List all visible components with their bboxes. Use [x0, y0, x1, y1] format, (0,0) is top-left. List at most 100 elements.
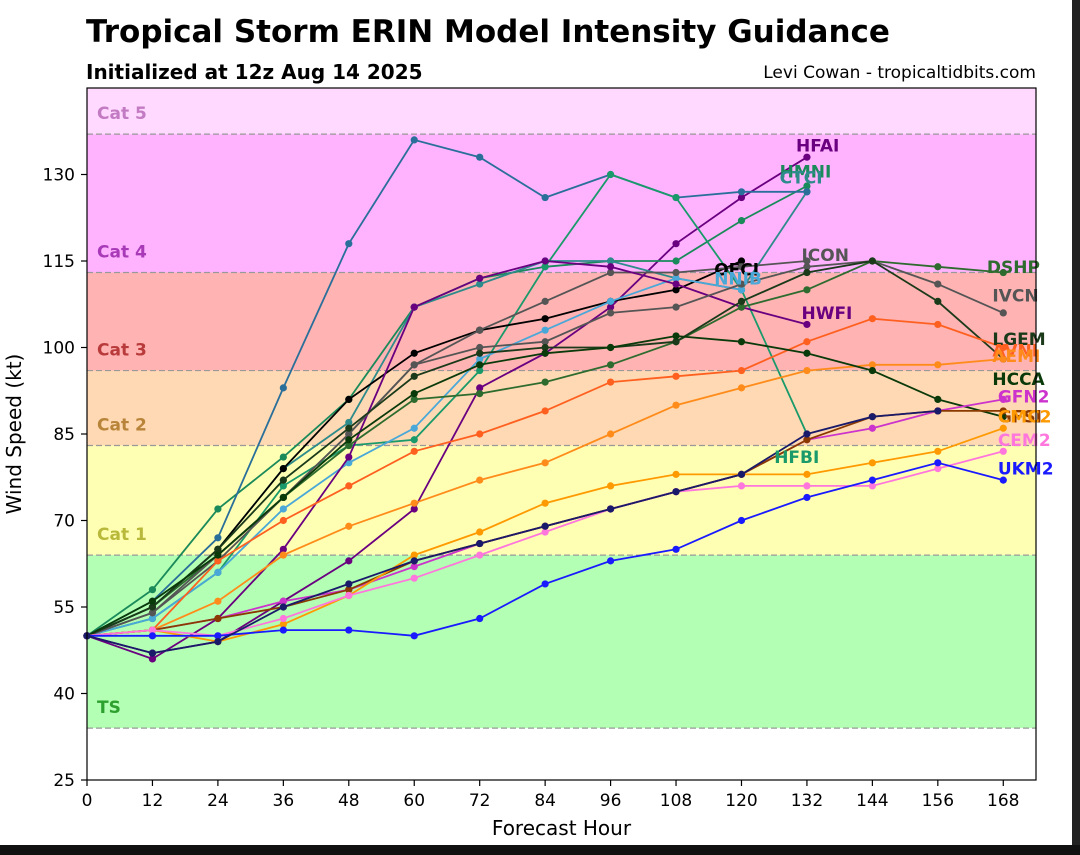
- y-tick-label: 100: [43, 339, 75, 359]
- series-point: [803, 268, 811, 277]
- y-tick-label: 130: [43, 166, 75, 186]
- model-label: HFAI: [796, 137, 839, 157]
- series-point: [476, 430, 484, 438]
- series-point: [476, 476, 484, 484]
- series-point: [214, 534, 222, 542]
- series-point: [999, 447, 1007, 455]
- series-point: [999, 476, 1007, 484]
- band-cat-3: [87, 272, 1036, 371]
- model-label: HFBI: [774, 448, 819, 468]
- series-point: [279, 516, 287, 525]
- series-point: [476, 355, 484, 363]
- series-point: [999, 407, 1007, 415]
- series-point: [345, 418, 353, 427]
- series-point: [541, 315, 549, 323]
- series-point: [606, 430, 615, 438]
- band-label: TS: [97, 698, 121, 718]
- series-point: [476, 528, 484, 536]
- model-series: [83, 136, 1007, 663]
- series-point: [541, 326, 549, 334]
- series-point: [541, 528, 549, 536]
- x-tick-label: 108: [660, 791, 692, 811]
- series-point: [345, 557, 353, 565]
- series-point: [279, 476, 287, 484]
- x-tick-label: 60: [403, 791, 425, 811]
- series-point: [410, 632, 418, 640]
- model-label: HWFI: [801, 304, 852, 324]
- series-point: [803, 482, 811, 490]
- x-tick-label: 144: [856, 791, 888, 811]
- series-point: [803, 436, 811, 444]
- series-point: [737, 193, 746, 202]
- model-label: LGEM: [992, 330, 1045, 350]
- series-point: [410, 447, 418, 455]
- series-point: [737, 516, 746, 525]
- series-point: [606, 557, 615, 565]
- series-point: [737, 338, 746, 346]
- series-point: [737, 366, 746, 375]
- model-label: CEM2: [998, 431, 1051, 451]
- series-point: [541, 378, 549, 386]
- series-point: [214, 638, 222, 646]
- series-point: [803, 338, 811, 346]
- series-point: [934, 361, 942, 369]
- y-tick-label: 25: [53, 771, 75, 791]
- series-point: [737, 384, 746, 392]
- series-point: [934, 395, 942, 403]
- series-point: [606, 263, 615, 271]
- series-point: [803, 470, 811, 478]
- series-point: [279, 453, 287, 461]
- series-point: [672, 240, 680, 248]
- series-point: [214, 632, 222, 640]
- series-point: [410, 563, 418, 571]
- series-point: [803, 286, 811, 294]
- series-point: [541, 459, 549, 467]
- model-label: CMC2: [998, 408, 1052, 428]
- model-label: IVCN: [992, 287, 1038, 307]
- series-point: [410, 551, 418, 559]
- series-point: [541, 407, 549, 415]
- series-point: [672, 332, 680, 340]
- series-point: [541, 522, 549, 530]
- series-point: [476, 390, 484, 398]
- series-point: [476, 366, 484, 375]
- series-point: [868, 476, 876, 484]
- series-point: [541, 349, 549, 357]
- series-point: [476, 153, 484, 161]
- series-point: [410, 395, 418, 403]
- band-label: Cat 5: [97, 104, 147, 124]
- series-point: [214, 551, 222, 559]
- series-point: [541, 499, 549, 507]
- series-point: [410, 372, 418, 380]
- series-point: [345, 453, 353, 461]
- series-point: [345, 586, 353, 594]
- series-point: [672, 274, 680, 282]
- series-point: [934, 407, 942, 415]
- series-point: [476, 349, 484, 357]
- series-point: [476, 551, 484, 559]
- band-ts: [87, 555, 1036, 729]
- series-point: [672, 338, 680, 346]
- series-point: [737, 280, 746, 288]
- x-tick-label: 48: [338, 791, 360, 811]
- x-tick-label: 0: [82, 791, 93, 811]
- y-axis-title: Wind Speed (kt): [2, 354, 26, 515]
- x-tick-label: 132: [791, 791, 823, 811]
- series-point: [345, 626, 353, 634]
- series-point: [148, 649, 157, 657]
- series-point: [737, 257, 746, 265]
- series-point: [803, 188, 811, 196]
- model-label: NNIB: [714, 269, 762, 289]
- series-point: [541, 257, 549, 265]
- series-point: [672, 372, 680, 380]
- y-tick-label: 70: [53, 512, 75, 532]
- band-cat-4: [87, 134, 1036, 273]
- series-point: [606, 505, 615, 513]
- series-line: [86, 260, 808, 660]
- chart-title: Tropical Storm ERIN Model Intensity Guid…: [86, 14, 890, 50]
- series-point: [345, 436, 353, 444]
- series-point: [803, 366, 811, 375]
- series-point: [606, 361, 615, 369]
- model-label: HCCA: [992, 370, 1045, 390]
- series-point: [279, 545, 287, 553]
